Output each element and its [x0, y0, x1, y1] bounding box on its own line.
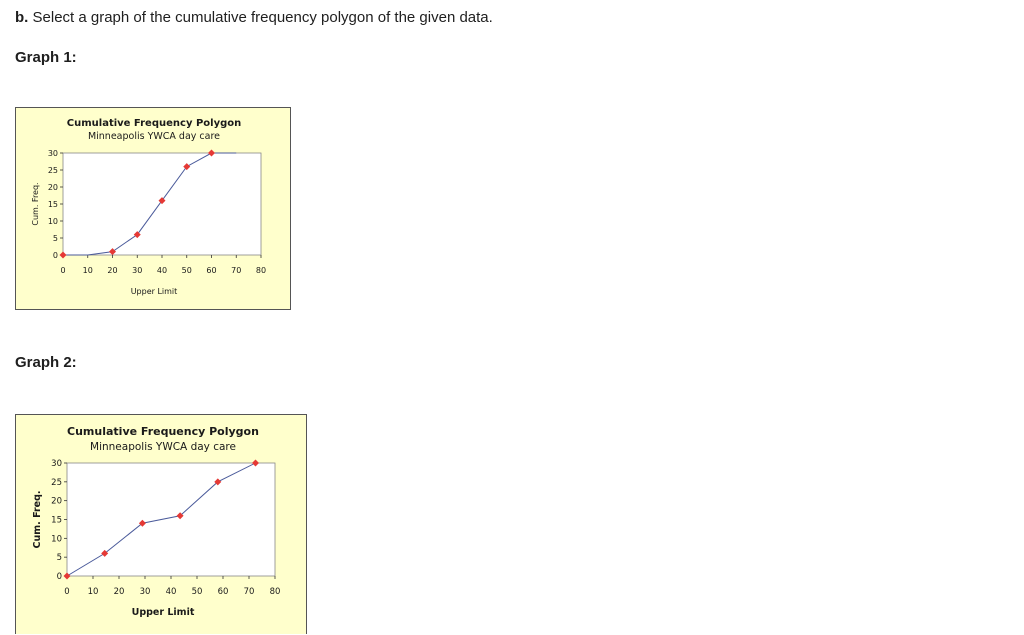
graph-2-chart[interactable]: Cumulative Frequency Polygon Minneapolis …	[15, 414, 307, 634]
x-tick-label: 0	[64, 587, 69, 597]
x-tick-label: 70	[231, 266, 241, 275]
x-tick-label: 20	[114, 587, 125, 597]
graph-1-svg: Cumulative Frequency Polygon Minneapolis …	[31, 118, 266, 296]
question-text: b. Select a graph of the cumulative freq…	[15, 9, 493, 26]
y-axis-label: Cum. Freq.	[31, 182, 40, 225]
y-tick-label: 10	[51, 534, 62, 544]
y-tick-label: 15	[48, 200, 58, 209]
y-tick-label: 20	[51, 497, 62, 507]
data-point	[63, 572, 71, 580]
data-point	[101, 549, 109, 557]
y-tick-label: 5	[57, 553, 62, 563]
y-tick-label: 0	[57, 572, 62, 582]
question-prefix: b.	[15, 9, 29, 26]
data-point	[109, 248, 116, 256]
data-point	[214, 478, 222, 486]
data-point	[176, 512, 184, 520]
x-tick-label: 50	[182, 266, 192, 275]
data-point	[138, 519, 146, 527]
x-tick-label: 50	[192, 587, 203, 597]
x-tick-label: 30	[140, 587, 151, 597]
data-point	[158, 197, 166, 205]
data-point	[183, 163, 191, 171]
x-tick-label: 40	[166, 587, 177, 597]
y-tick-label: 10	[48, 217, 58, 226]
graph-2-label: Graph 2:	[15, 354, 77, 371]
x-tick-label: 30	[132, 266, 142, 275]
x-tick-label: 40	[157, 266, 167, 275]
x-tick-label: 10	[88, 587, 99, 597]
question-body: Select a graph of the cumulative frequen…	[32, 9, 493, 26]
graph-1-label: Graph 1:	[15, 49, 77, 66]
y-tick-label: 20	[48, 183, 58, 192]
x-axis-label: Upper Limit	[131, 287, 178, 296]
y-tick-label: 0	[53, 251, 58, 260]
data-point	[59, 251, 67, 259]
plot-area	[66, 462, 276, 577]
data-point	[208, 149, 215, 157]
y-tick-label: 25	[51, 478, 62, 488]
chart-title: Cumulative Frequency Polygon	[67, 425, 259, 438]
y-tick-label: 30	[48, 149, 58, 158]
y-tick-label: 15	[51, 516, 62, 526]
y-tick-label: 5	[53, 234, 58, 243]
series-line	[63, 152, 237, 256]
series-line	[66, 462, 256, 577]
y-tick-label: 30	[51, 459, 62, 469]
chart-subtitle: Minneapolis YWCA day care	[90, 441, 236, 453]
x-tick-label: 80	[270, 587, 281, 597]
chart-title: Cumulative Frequency Polygon	[67, 118, 241, 129]
x-tick-label: 0	[60, 266, 65, 275]
x-tick-label: 60	[218, 587, 229, 597]
x-tick-label: 80	[256, 266, 266, 275]
y-axis-label: Cum. Freq.	[32, 491, 43, 549]
graph-1-chart[interactable]: Cumulative Frequency Polygon Minneapolis …	[15, 107, 291, 310]
y-tick-label: 25	[48, 166, 58, 175]
x-tick-label: 60	[206, 266, 216, 275]
x-axis-label: Upper Limit	[132, 607, 195, 618]
x-tick-label: 10	[83, 266, 93, 275]
graph-2-svg: Cumulative Frequency Polygon Minneapolis …	[32, 425, 281, 618]
data-point	[133, 231, 141, 239]
chart-subtitle: Minneapolis YWCA day care	[88, 131, 220, 142]
x-tick-label: 20	[107, 266, 117, 275]
data-point	[252, 459, 259, 467]
x-tick-label: 70	[244, 587, 255, 597]
